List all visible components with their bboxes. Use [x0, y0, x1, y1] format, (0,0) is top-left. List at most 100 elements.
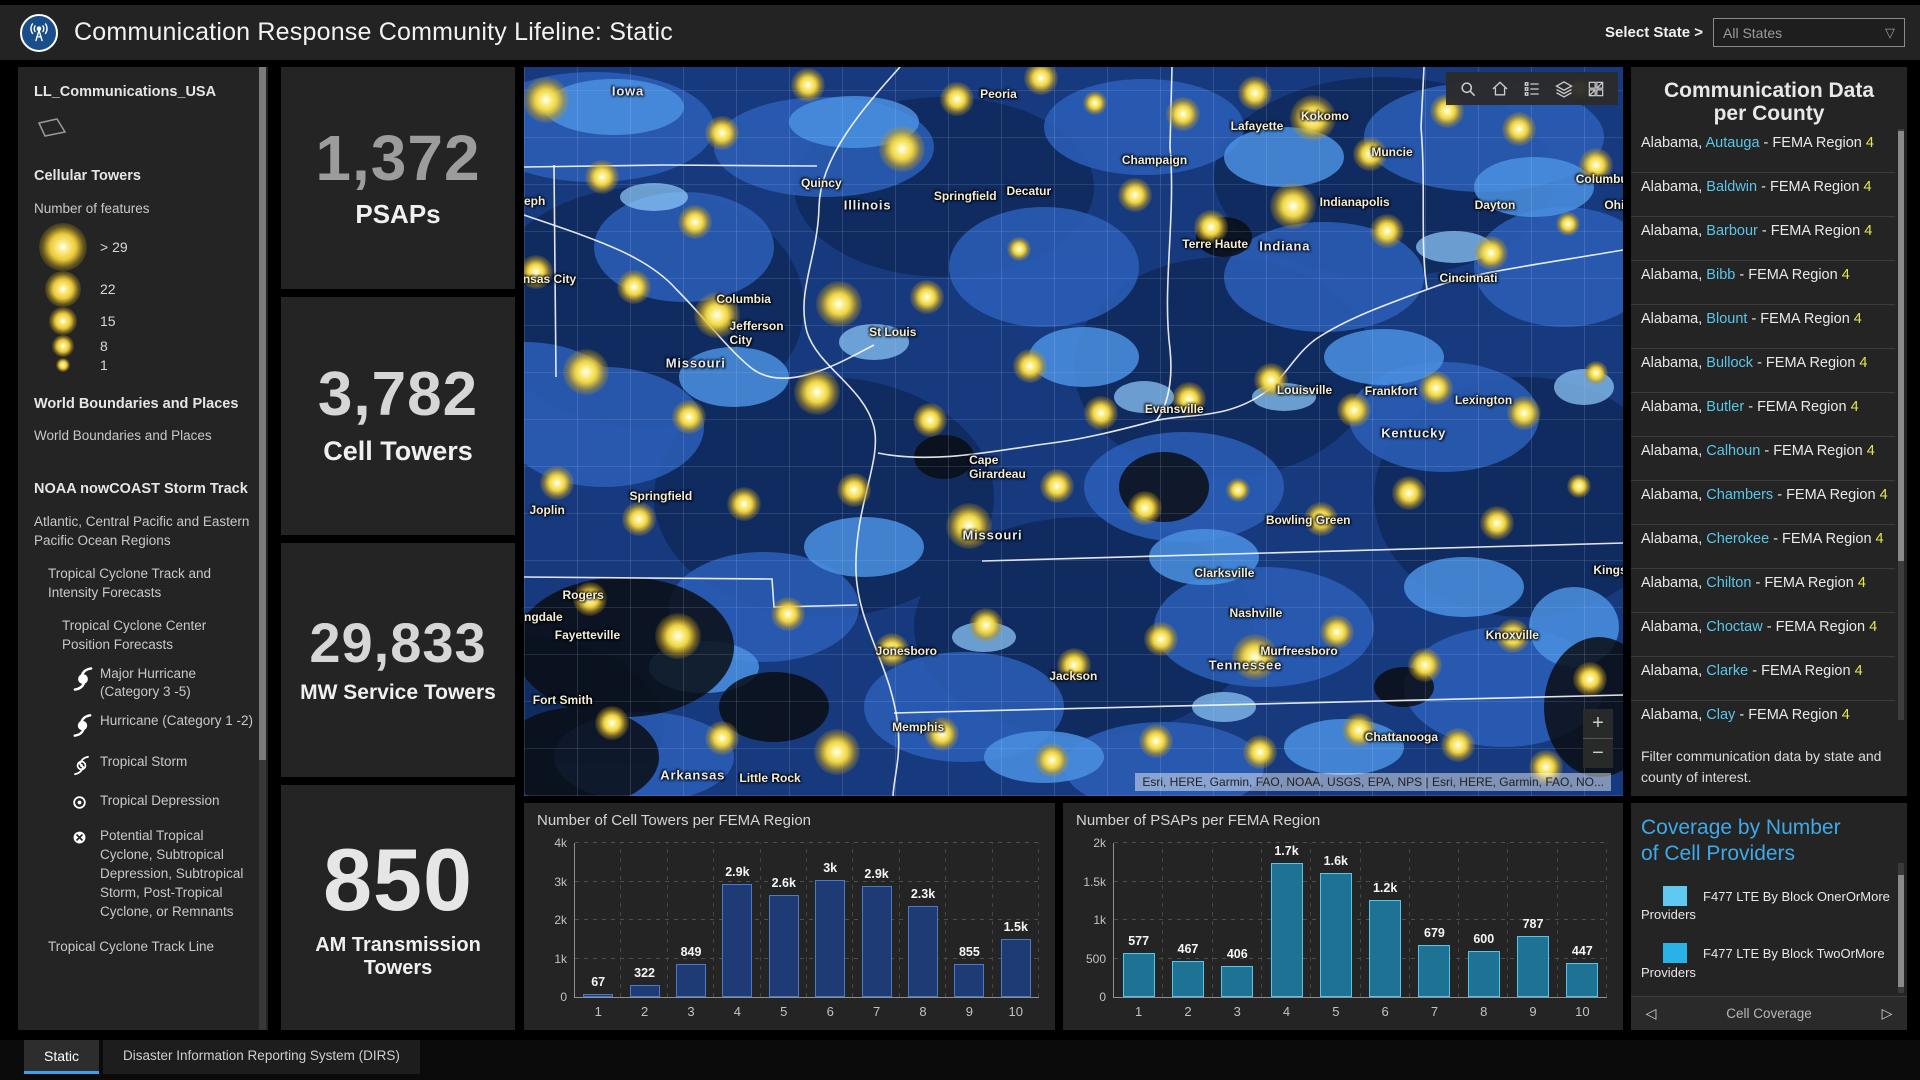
x-tick-label: 4	[1282, 1004, 1291, 1019]
county-list-item[interactable]: Alabama, Autauga - FEMA Region 4	[1631, 129, 1895, 173]
cell-tower-cluster-dot	[1034, 742, 1069, 777]
county-list-item[interactable]: Alabama, Calhoun - FEMA Region 4	[1631, 437, 1895, 481]
storm-legend-label: Potential Tropical Cyclone, Subtropical …	[100, 828, 244, 919]
x-tick-label: 5	[780, 1004, 788, 1019]
map-city-label: Murfreesboro	[1260, 643, 1338, 658]
map-city-label: Indianapolis	[1319, 195, 1390, 210]
cell-tower-cluster-dot	[1303, 501, 1338, 536]
county-name-text: Barbour	[1706, 223, 1758, 239]
county-panel-title-line2: per County	[1713, 102, 1825, 126]
zoom-out-button[interactable]: −	[1592, 742, 1604, 764]
map-state-label: Iowa	[611, 83, 645, 99]
county-list-item[interactable]: Alabama, Barbour - FEMA Region 4	[1631, 217, 1895, 261]
search-icon[interactable]	[1452, 72, 1484, 105]
cell-tower-cluster-dot	[1023, 67, 1058, 95]
x-tick-label: 8	[1480, 1004, 1488, 1019]
county-list-item[interactable]: Alabama, Chilton - FEMA Region 4	[1631, 569, 1895, 613]
county-state-text: Alabama,	[1641, 531, 1707, 547]
grid-line	[713, 843, 715, 997]
x-tick-label: 6	[1381, 1004, 1389, 1019]
kpi-value: 3,782	[317, 360, 479, 430]
bar-value-label: 322	[634, 966, 656, 980]
grid-line	[1458, 843, 1460, 997]
map-city-label: Louisville	[1276, 383, 1333, 398]
zoom-in-button[interactable]: +	[1583, 709, 1613, 739]
fema-region-text: - FEMA Region	[1760, 443, 1867, 459]
county-list-item[interactable]: Alabama, Bibb - FEMA Region 4	[1631, 261, 1895, 305]
tab-dirs[interactable]: Disaster Information Reporting System (D…	[103, 1040, 420, 1074]
x-tick-label: 2	[640, 1004, 649, 1019]
county-list-item[interactable]: Alabama, Clarke - FEMA Region 4	[1631, 657, 1895, 701]
storm-legend-row: Hurricane (Category 1 -2)	[70, 712, 254, 743]
fema-region-text: - FEMA Region	[1735, 267, 1842, 283]
state-dropdown[interactable]: All States ▽	[1713, 18, 1905, 47]
feature-dot-label: 8	[100, 337, 108, 354]
map-city-label: eph	[524, 193, 546, 208]
county-list-item[interactable]: Alabama, Clay - FEMA Region 4	[1631, 701, 1895, 722]
cell-tower-cluster-dot	[1353, 137, 1388, 172]
feature-dot-row: 15	[36, 306, 254, 335]
cell-tower-cluster-dot	[1226, 477, 1251, 502]
pager-prev-icon[interactable]: ◁	[1645, 1005, 1657, 1021]
coverage-title-line2: of Cell Providers	[1641, 842, 1796, 866]
cell-tower-cluster-dot	[1127, 491, 1162, 526]
bar	[1369, 900, 1401, 997]
cell-tower-cluster-dot	[790, 68, 825, 103]
chart-plot-area: 0 500 1k 1.5k 2k 577 1 467 2 406 3 1.7k 4 1.6k 5 1.2k 6 6…	[1083, 836, 1607, 1019]
cell-tower-cluster-dot	[814, 729, 861, 776]
county-list-item[interactable]: Alabama, Choctaw - FEMA Region 4	[1631, 613, 1895, 657]
map-city-label: St Louis	[869, 325, 917, 340]
bar	[676, 964, 706, 997]
cell-tower-cluster-dot	[1290, 95, 1337, 142]
cell-tower-cluster-dot	[770, 596, 805, 631]
layers-icon[interactable]	[1548, 72, 1580, 105]
grid-line	[945, 843, 947, 997]
county-scrollbar-thumb[interactable]	[1898, 131, 1904, 561]
storm-legend-row: Tropical Storm	[70, 753, 254, 782]
chart-plot-area: 0 1k 2k 3k 4k 67 1 322 2 849 3 2.9k 4 2.6k 5 3k 6 2.9k 7 2.…	[554, 836, 1039, 1019]
y-tick-label: 1k	[1093, 913, 1106, 927]
cell-tower-cluster-dot	[1006, 237, 1031, 262]
cell-tower-cluster-dot	[539, 465, 574, 500]
home-icon[interactable]	[1484, 72, 1516, 105]
basemap-icon[interactable]	[1580, 72, 1612, 105]
bar-value-label: 67	[591, 975, 606, 989]
county-list-item[interactable]: Alabama, Blount - FEMA Region 4	[1631, 305, 1895, 349]
coverage-swatch	[1663, 943, 1687, 964]
bar	[1566, 963, 1598, 997]
bar	[1172, 961, 1204, 997]
county-list-item[interactable]: Alabama, Butler - FEMA Region 4	[1631, 393, 1895, 437]
map-city-label: Columbu	[1575, 172, 1623, 187]
map-city-label: Champaign	[1121, 153, 1188, 168]
coverage-scrollbar-thumb[interactable]	[1898, 875, 1904, 987]
x-tick-label: 1	[594, 1004, 602, 1019]
cell-tower-cluster-dot	[1342, 713, 1377, 748]
cell-tower-cluster-dot	[1573, 662, 1608, 697]
grid-line	[1310, 843, 1312, 997]
y-tick-label: 0	[1099, 990, 1106, 1004]
sidebar-scrollbar-thumb[interactable]	[259, 67, 266, 761]
cell-tower-cluster-dot	[1056, 647, 1091, 682]
cell-tower-cluster-dot	[924, 717, 959, 752]
tab-static[interactable]: Static	[24, 1040, 100, 1074]
legend-icon[interactable]	[1516, 72, 1548, 105]
y-tick-label: 1k	[554, 951, 567, 966]
county-list-item[interactable]: Alabama, Bullock - FEMA Region 4	[1631, 349, 1895, 393]
coverage-map[interactable]: Iowa Peoria Lafayette Kokomo Muncie Champaign…	[524, 67, 1623, 796]
map-city-label: Dayton	[1474, 198, 1516, 213]
bar	[1271, 863, 1303, 997]
storm-legend-row: Major Hurricane (Category 3 -5)	[70, 665, 254, 703]
county-name-text: Cherokee	[1706, 531, 1770, 547]
county-list-item[interactable]: Alabama, Cherokee - FEMA Region 4	[1631, 525, 1895, 569]
map-city-label: Knoxville	[1485, 627, 1539, 642]
map-city-label: Jackson	[1049, 669, 1098, 684]
x-tick-label: 2	[1184, 1004, 1192, 1019]
feature-dot-legend: > 29 22 15 8 1	[34, 222, 254, 373]
pager-next-icon[interactable]: ▷	[1881, 1005, 1893, 1021]
county-list-item[interactable]: Alabama, Chambers - FEMA Region 4	[1631, 481, 1895, 525]
county-state-text: Alabama,	[1641, 179, 1707, 195]
coverage-title-line1: Coverage by Number	[1641, 816, 1841, 839]
map-toolbar	[1446, 72, 1618, 105]
bar-value-label: 467	[1177, 942, 1199, 956]
county-list-item[interactable]: Alabama, Baldwin - FEMA Region 4	[1631, 173, 1895, 217]
